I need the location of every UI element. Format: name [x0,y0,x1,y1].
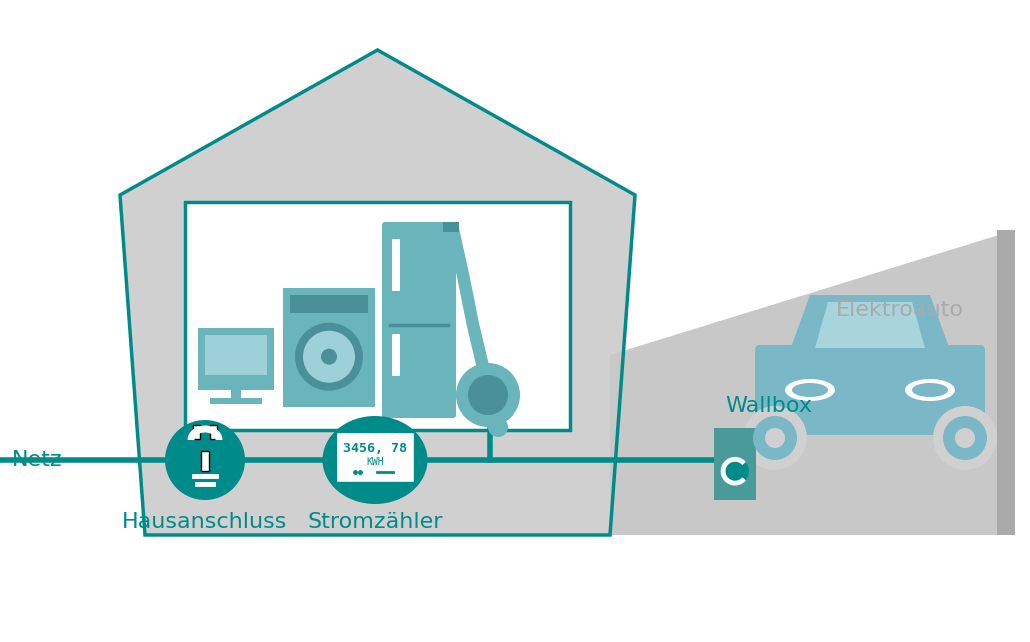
Ellipse shape [322,416,427,504]
FancyBboxPatch shape [193,425,200,439]
FancyBboxPatch shape [198,328,274,390]
FancyBboxPatch shape [336,432,414,482]
FancyBboxPatch shape [210,425,217,439]
FancyBboxPatch shape [443,222,459,232]
Ellipse shape [792,383,828,397]
Circle shape [165,420,245,500]
Ellipse shape [905,379,955,401]
Circle shape [468,375,508,415]
Circle shape [943,416,987,460]
FancyBboxPatch shape [201,451,209,471]
Polygon shape [815,302,925,348]
Text: Netz: Netz [12,450,63,470]
Polygon shape [121,50,636,535]
Text: KWH: KWH [367,457,384,467]
Circle shape [955,428,975,448]
FancyBboxPatch shape [210,398,262,404]
Circle shape [295,323,363,391]
Circle shape [456,363,520,427]
Polygon shape [790,295,950,350]
Circle shape [765,428,785,448]
FancyBboxPatch shape [392,334,400,376]
Ellipse shape [912,383,948,397]
FancyBboxPatch shape [997,230,1015,535]
Circle shape [753,416,797,460]
Text: Hausanschluss: Hausanschluss [123,512,287,532]
FancyBboxPatch shape [283,288,375,407]
Circle shape [721,457,749,485]
Circle shape [743,406,806,470]
FancyBboxPatch shape [714,428,756,500]
FancyBboxPatch shape [231,388,241,400]
FancyBboxPatch shape [290,295,368,313]
FancyBboxPatch shape [392,239,400,291]
Text: 3456, 78: 3456, 78 [343,442,407,455]
Text: Elektroauto: Elektroauto [836,300,964,320]
FancyBboxPatch shape [382,222,456,418]
FancyBboxPatch shape [185,202,570,430]
Ellipse shape [785,379,835,401]
FancyBboxPatch shape [205,335,267,375]
Circle shape [321,349,337,365]
Circle shape [933,406,997,470]
Text: Stromzähler: Stromzähler [307,512,443,532]
Text: Wallbox: Wallbox [725,396,812,416]
FancyBboxPatch shape [755,345,985,435]
Circle shape [303,331,355,383]
Circle shape [488,417,508,437]
Polygon shape [610,230,1015,535]
